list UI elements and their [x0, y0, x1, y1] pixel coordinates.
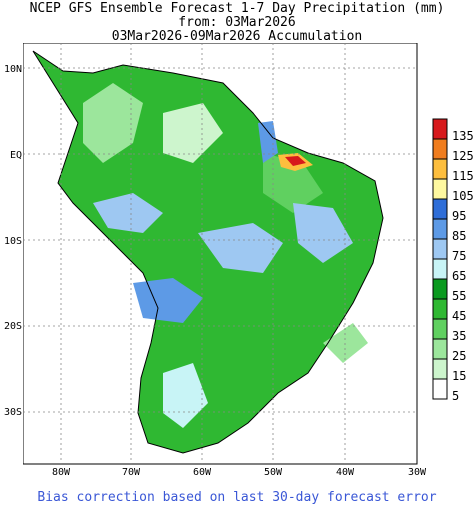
legend-swatch-115	[432, 158, 448, 180]
legend-swatch-125	[432, 138, 448, 160]
legend-swatch-5	[432, 378, 448, 400]
map-subtitle-from: from: 03Mar2026	[178, 15, 296, 30]
legend-label-75: 75	[452, 249, 467, 263]
map-subtitle-accumulation: 03Mar2026-09Mar2026 Accumulation	[111, 29, 363, 44]
lat-label-eq: EQ	[9, 150, 22, 161]
legend-swatch-55	[432, 278, 448, 300]
bias-correction-footer: Bias correction based on last 30-day for…	[37, 490, 437, 505]
legend-label-5: 5	[452, 389, 460, 403]
lat-label-30s: 30S	[3, 407, 22, 418]
legend-swatch-65	[432, 258, 448, 280]
lat-label-20s: 20S	[3, 321, 22, 332]
legend-label-25: 25	[452, 349, 467, 363]
legend-label-85: 85	[452, 229, 467, 243]
legend-swatch-45	[432, 298, 448, 320]
legend-label-115: 115	[452, 169, 474, 183]
legend-label-15: 15	[452, 369, 467, 383]
lon-label-40w: 40W	[335, 467, 355, 478]
legend-swatch-135	[432, 118, 448, 140]
legend-label-45: 45	[452, 309, 467, 323]
lon-label-50w: 50W	[263, 467, 283, 478]
legend-swatch-95	[432, 198, 448, 220]
legend-label-95: 95	[452, 209, 467, 223]
legend-label-55: 55	[452, 289, 467, 303]
legend-swatch-15	[432, 358, 448, 380]
lat-label-10n: 10N	[3, 64, 22, 75]
legend-swatch-75	[432, 238, 448, 260]
grid-lines	[23, 43, 417, 464]
legend-swatch-105	[432, 178, 448, 200]
map-title: NCEP GFS Ensemble Forecast 1-7 Day Preci…	[29, 1, 445, 16]
lon-label-60w: 60W	[192, 467, 212, 478]
continent-outline	[32, 50, 384, 454]
precipitation-shading	[33, 51, 383, 453]
lon-label-30w: 30W	[407, 467, 427, 478]
lon-label-80w: 80W	[51, 467, 71, 478]
legend-colorbar	[432, 118, 448, 400]
lon-label-70w: 70W	[121, 467, 141, 478]
legend-label-35: 35	[452, 329, 467, 343]
legend-swatch-85	[432, 218, 448, 240]
legend-label-125: 125	[452, 149, 474, 163]
precipitation-map	[23, 43, 418, 465]
lat-label-10s: 10S	[3, 236, 22, 247]
legend-swatch-25	[432, 338, 448, 360]
legend-swatch-35	[432, 318, 448, 340]
legend-label-65: 65	[452, 269, 467, 283]
legend-label-105: 105	[452, 189, 474, 203]
legend-label-135: 135	[452, 129, 474, 143]
